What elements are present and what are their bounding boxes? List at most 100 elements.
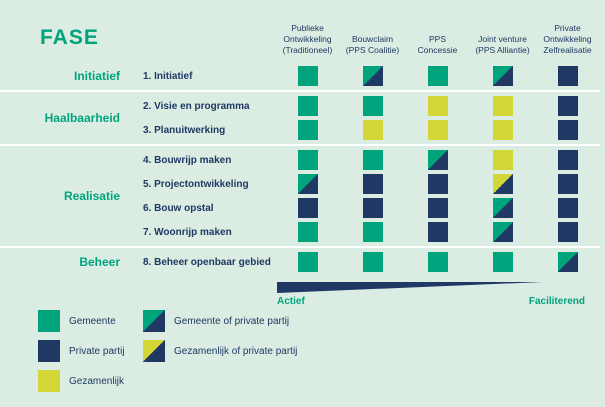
matrix-cell [340,252,405,272]
cell-square-n [557,174,578,194]
phase-rows: 4. Bouwrijp maken 5. Projectontwikkeling 6… [130,148,600,244]
matrix-cell [405,222,470,242]
legend-swatch-gn [143,310,165,332]
matrix-cell [275,150,340,170]
cell-square-g [362,252,383,272]
phase-label: Initiatief [73,69,120,83]
legend-swatch-y [38,370,60,392]
cell-square-gn [492,198,513,218]
legend-item: Gezamenlijk [38,370,125,392]
matrix-cell [405,174,470,194]
cell-square-y [492,150,513,170]
cell-square-gn [557,252,578,272]
matrix-cell [340,66,405,86]
phase-rows: 1. Initiatief [130,64,600,88]
matrix-cell [405,66,470,86]
matrix-cell [275,174,340,194]
cell-square-gn [297,174,318,194]
matrix-cell [275,96,340,116]
legend-swatch-g [38,310,60,332]
row-label: 8. Beheer openbaar gebied [143,256,271,268]
matrix-cell [535,252,600,272]
cell-square-g [297,150,318,170]
cell-square-g [297,96,318,116]
matrix-cell [405,96,470,116]
matrix-cell [535,174,600,194]
matrix-cell [340,198,405,218]
legend-label: Gezamenlijk [69,375,125,387]
cell-square-g [297,66,318,86]
phase-group: Beheer 8. Beheer openbaar gebied [0,246,600,276]
matrix-cell [405,120,470,140]
matrix-cell [340,174,405,194]
phase-label: Haalbaarheid [44,111,120,125]
legend-column-2: Gemeente of private partij Gezamenlijk of… [143,310,297,370]
matrix-cell [340,120,405,140]
phase-group: Haalbaarheid 2. Visie en programma 3. Plan… [0,90,600,144]
cell-square-g [427,252,448,272]
legend-swatch-n [38,340,60,362]
matrix-row: 4. Bouwrijp maken [130,148,600,172]
row-label: 2. Visie en programma [143,100,250,112]
axis-label-actief: Actief [277,296,305,307]
page-title: FASE [40,26,99,49]
matrix-cell [405,198,470,218]
phase-label: Realisatie [63,189,120,203]
matrix-cell [470,150,535,170]
cell-square-g [362,150,383,170]
phase-label: Beheer [79,255,120,269]
cell-square-y [427,120,448,140]
cell-square-n [557,96,578,116]
column-header: Bouwclaim (PPS Coalitie) [345,33,400,55]
cell-square-g [297,120,318,140]
matrix-row: 5. Projectontwikkeling [130,172,600,196]
legend-label: Gemeente of private partij [174,315,290,327]
legend-swatch-yn [143,340,165,362]
legend-item: Gezamenlijk of private partij [143,340,297,362]
column-headers: Publieke Ontwikkeling (Traditioneel) Bouwcl… [0,10,600,58]
phase-group: Realisatie 4. Bouwrijp maken 5. Projectont… [0,144,600,246]
matrix-cell [275,222,340,242]
legend-item: Gemeente [38,310,125,332]
cell-square-y [362,120,383,140]
row-label: 5. Projectontwikkeling [143,178,249,190]
cell-square-y [427,96,448,116]
matrix-cell [340,222,405,242]
cell-square-g [362,222,383,242]
matrix-cell [470,174,535,194]
phase-group: Initiatief 1. Initiatief [0,62,600,90]
legend-label: Private partij [69,345,125,357]
legend-item: Gemeente of private partij [143,310,297,332]
cell-square-g [427,66,448,86]
cell-square-gn [427,150,448,170]
legend-label: Gemeente [69,315,116,327]
column-header: Publieke Ontwikkeling (Traditioneel) [282,22,333,55]
phase-matrix: Initiatief 1. Initiatief Haalbaarheid 2. Vi… [0,62,600,276]
matrix-cell [275,198,340,218]
cell-square-gn [362,66,383,86]
row-label: 1. Initiatief [143,70,193,82]
matrix-cell [535,222,600,242]
cell-square-g [297,222,318,242]
cell-square-g [362,96,383,116]
matrix-cell [405,252,470,272]
cell-square-y [492,96,513,116]
matrix-cell [340,96,405,116]
active-facilitating-wedge [277,282,543,293]
cell-square-g [492,252,513,272]
matrix-row: 2. Visie en programma [130,94,600,118]
cell-square-n [557,66,578,86]
matrix-cell [470,252,535,272]
matrix-cell [470,96,535,116]
matrix-row: 8. Beheer openbaar gebied [130,250,600,274]
cell-square-n [557,120,578,140]
matrix-cell [535,150,600,170]
cell-square-n [427,222,448,242]
matrix-row: 6. Bouw opstal [130,196,600,220]
matrix-cell [470,66,535,86]
matrix-cell [340,150,405,170]
matrix-row: 1. Initiatief [130,64,600,88]
row-label: 3. Planuitwerking [143,124,226,136]
matrix-cell [535,198,600,218]
